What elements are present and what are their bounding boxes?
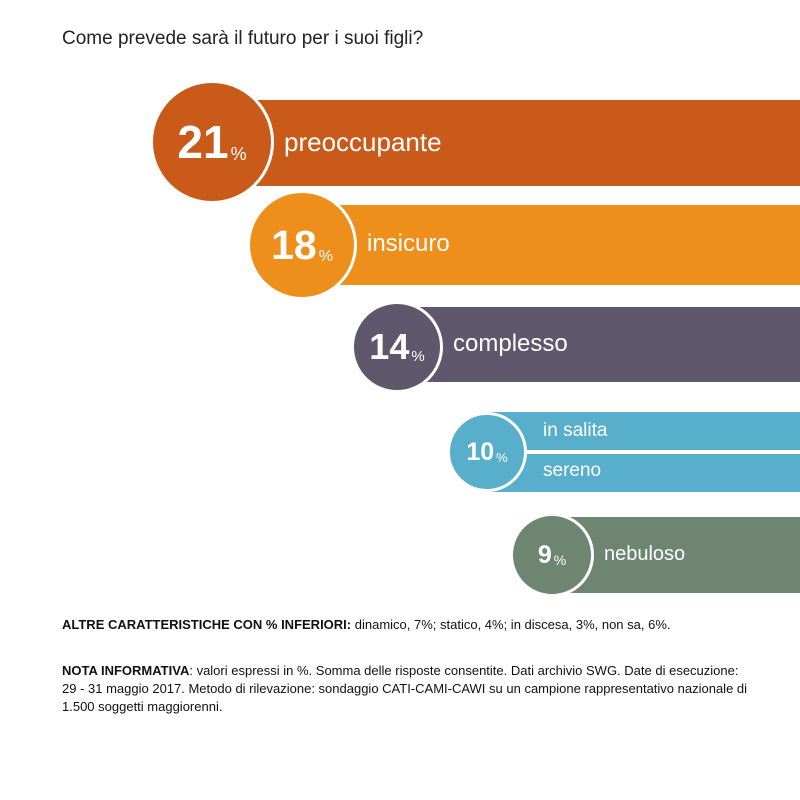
other-characteristics-text: dinamico, 7%; statico, 4%; in discesa, 3… [351, 617, 671, 632]
value-circle: 21% [150, 80, 274, 204]
value-circle: 18% [247, 190, 357, 300]
bar-divider [525, 450, 800, 454]
bar-label: preoccupante [284, 126, 442, 157]
bar-chart: preoccupante 21% insicuro 18% complesso 14% in… [150, 80, 800, 597]
methodology-label: NOTA INFORMATIVA [62, 663, 190, 678]
percent-sign: % [496, 449, 508, 465]
bar [302, 205, 800, 285]
value-label: 18 [271, 221, 317, 268]
bar-label: in salita [543, 420, 608, 442]
methodology-text: : valori espressi in %. Somma delle risp… [62, 663, 748, 714]
value-label: 10 [466, 437, 495, 466]
percent-sign: % [553, 551, 567, 568]
other-characteristics-note: ALTRE CARATTERISTICHE CON % INFERIORI: d… [62, 616, 752, 634]
percent-sign: % [230, 144, 247, 164]
bar [212, 100, 800, 186]
bar-label: sereno [543, 460, 602, 482]
value-label: 21 [177, 116, 229, 168]
chart-title: Come prevede sarà il futuro per i suoi f… [62, 28, 424, 49]
bar-label: complesso [453, 329, 568, 357]
value-label: 14 [369, 326, 410, 367]
value-circle: 10% [447, 412, 527, 492]
bar-label: nebuloso [604, 542, 686, 565]
value-circle: 14% [351, 301, 443, 393]
percent-sign: % [318, 247, 333, 265]
value-circle: 9% [510, 513, 594, 597]
value-label: 9 [537, 540, 552, 569]
percent-sign: % [411, 348, 425, 365]
bar-label: insicuro [367, 230, 450, 258]
methodology-note: NOTA INFORMATIVA: valori espressi in %. … [62, 662, 752, 716]
other-characteristics-label: ALTRE CARATTERISTICHE CON % INFERIORI: [62, 617, 352, 632]
bar [397, 307, 800, 382]
